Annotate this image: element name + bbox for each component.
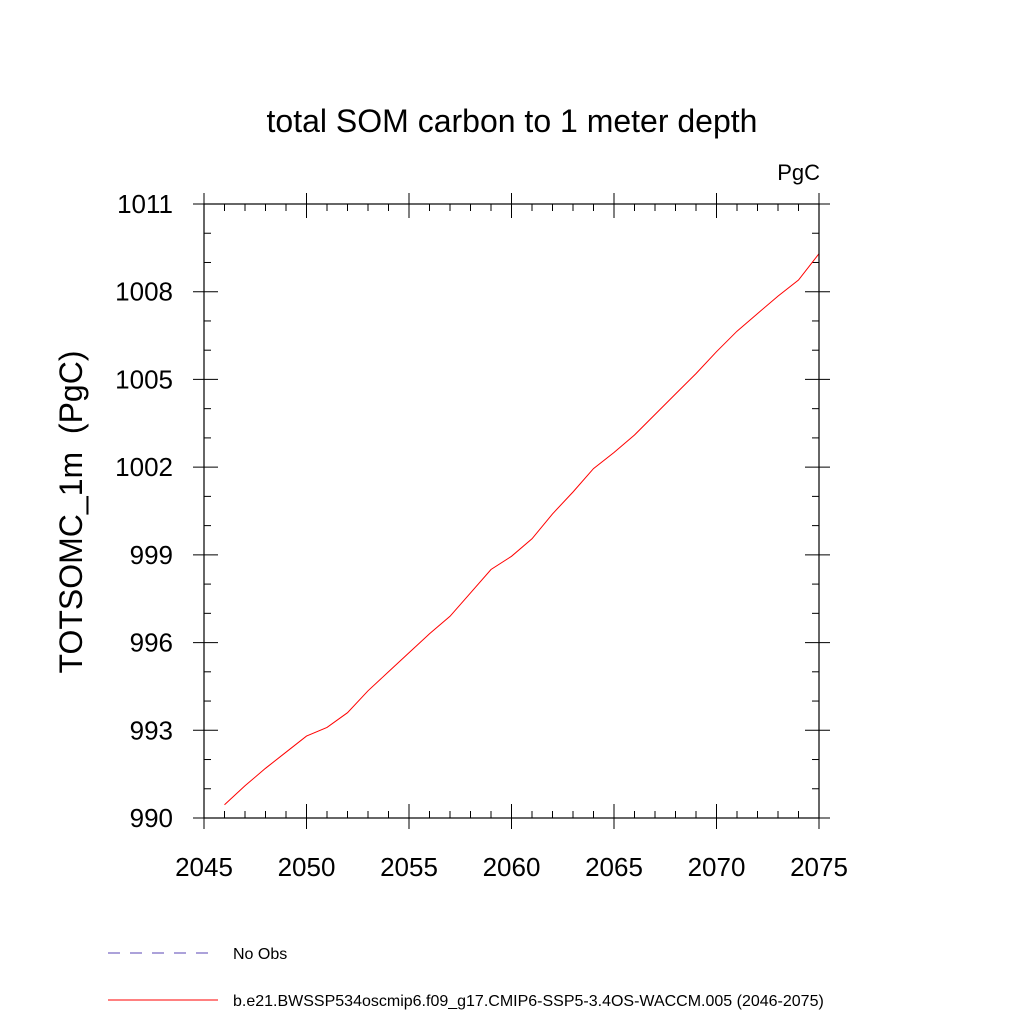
x-tick-label: 2060 — [483, 852, 541, 882]
y-tick-label: 990 — [130, 803, 173, 833]
y-tick-label: 1005 — [115, 364, 173, 394]
chart-title: total SOM carbon to 1 meter depth — [267, 103, 758, 139]
x-tick-label: 2075 — [790, 852, 848, 882]
series-layer — [224, 253, 820, 806]
y-tick-label: 996 — [130, 628, 173, 658]
y-tick-label: 1008 — [115, 277, 173, 307]
legend-label: b.e21.BWSSP534oscmip6.f09_g17.CMIP6-SSP5… — [233, 993, 824, 1010]
legend-label: No Obs — [233, 946, 287, 963]
x-tick-label: 2070 — [688, 852, 746, 882]
x-tick-label: 2050 — [278, 852, 336, 882]
y-tick-label: 1002 — [115, 452, 173, 482]
y-tick-label: 999 — [130, 540, 173, 570]
x-tick-label: 2045 — [175, 852, 233, 882]
units-label: PgC — [777, 160, 820, 185]
legend: No Obs b.e21.BWSSP534oscmip6.f09_g17.CMIP… — [108, 946, 824, 1010]
plot-frame — [203, 203, 820, 819]
axis-ticks — [193, 193, 830, 829]
y-tick-label: 993 — [130, 715, 173, 745]
series-line — [224, 253, 820, 806]
x-tick-label: 2065 — [585, 852, 643, 882]
tick-labels: 2045 2050 2055 2060 2065 2070 2075 990 993 996 999… — [115, 189, 848, 882]
x-tick-label: 2055 — [380, 852, 438, 882]
y-tick-label: 1011 — [117, 189, 173, 219]
y-axis-label: TOTSOMC_1m (PgC) — [53, 351, 89, 674]
